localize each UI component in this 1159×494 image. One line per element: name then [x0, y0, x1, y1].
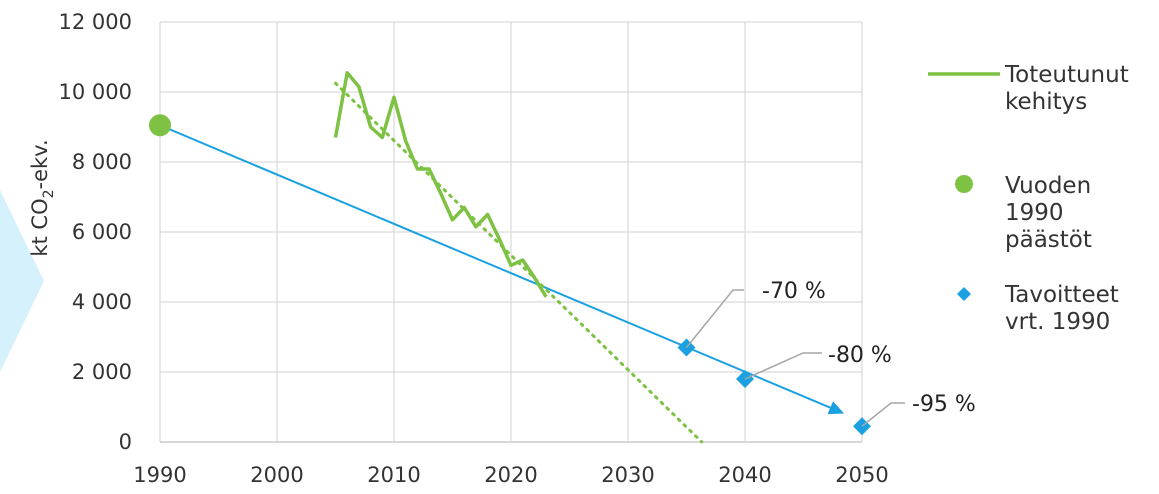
x-tick-label: 2010: [367, 463, 420, 487]
y-tick-label: 2 000: [72, 360, 132, 384]
legend-label-baseline: 1990: [1005, 200, 1064, 226]
callout-line: [744, 352, 822, 380]
axes: 0 2 000 4 000 6 000 8 000 10 000 12 000 1990 200…: [59, 10, 889, 487]
legend-label-baseline: päästöt: [1005, 227, 1092, 253]
y-tick-label: 4 000: [72, 290, 132, 314]
x-tick-label: 2050: [835, 463, 888, 487]
y-tick-label: 6 000: [72, 220, 132, 244]
annotation-label: -95 %: [912, 392, 976, 417]
annotations: -70 % -80 % -95 %: [685, 279, 976, 427]
legend-label-actual: Toteutunut: [1004, 62, 1129, 88]
legend-diamond-symbol: [957, 287, 971, 301]
annotation-label: -70 %: [762, 279, 826, 304]
x-tick-label: 1990: [133, 463, 186, 487]
annotation-label: -80 %: [828, 343, 892, 368]
legend-circle-symbol: [955, 175, 973, 193]
callout-line: [861, 402, 905, 427]
baseline-1990-point: [149, 114, 171, 137]
y-tick-label: 10 000: [59, 80, 132, 104]
x-tick-label: 2020: [484, 463, 537, 487]
callout-line: [685, 289, 744, 348]
data-series: [149, 71, 871, 444]
y-tick-label: 12 000: [59, 10, 132, 34]
actual-development-line: [333, 71, 548, 298]
legend-label-baseline: Vuoden: [1005, 173, 1091, 199]
y-tick-label: 0: [119, 430, 132, 454]
target-arrowhead: [827, 401, 845, 415]
decorative-arrow-shape: [0, 190, 44, 372]
y-tick-label: 8 000: [72, 150, 132, 174]
target-trend-line: [159, 124, 839, 413]
legend-label-actual: kehitys: [1005, 89, 1087, 115]
legend-label-targets: Tavoitteet: [1004, 282, 1119, 308]
gridlines: [159, 21, 863, 443]
x-tick-label: 2040: [718, 463, 771, 487]
legend-label-targets: vrt. 1990: [1005, 309, 1110, 335]
x-tick-label: 2000: [250, 463, 303, 487]
y-axis-label: kt CO2-ekv.: [28, 139, 57, 256]
x-tick-label: 2030: [601, 463, 654, 487]
